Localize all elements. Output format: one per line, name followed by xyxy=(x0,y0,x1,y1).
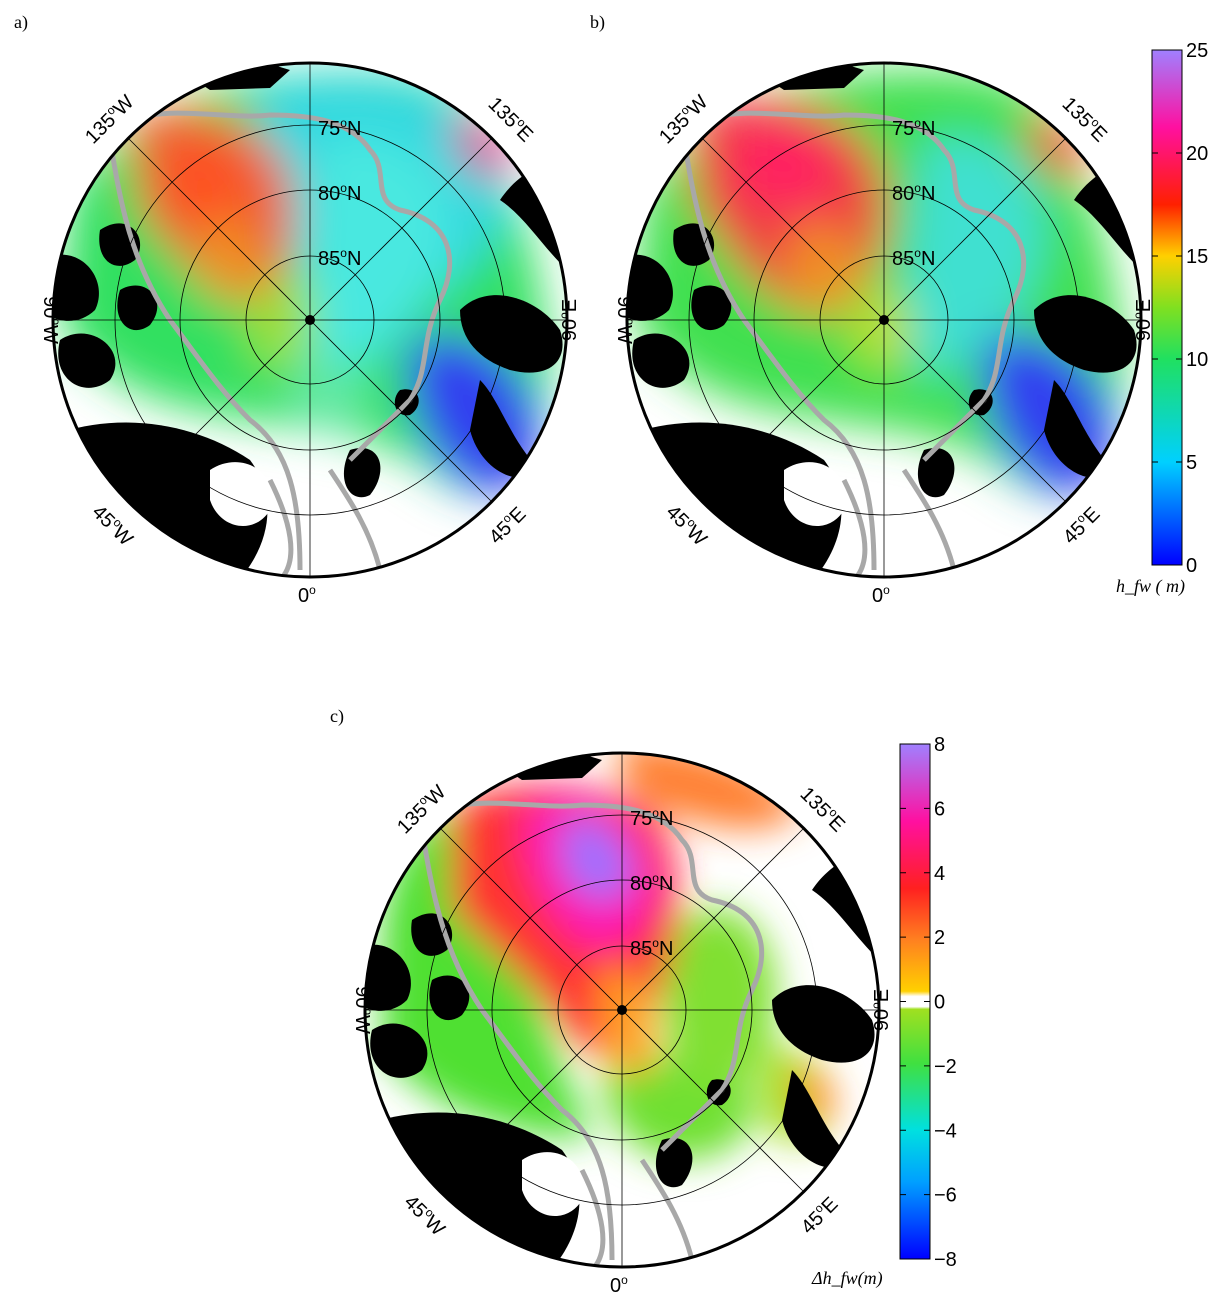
map-panel-b: 75oN 80oN 85oN 0o 90oW 90oE 135oW 135oE … xyxy=(613,61,1154,607)
lat-label-85-c: 85oN xyxy=(630,936,673,960)
lon-label-45e-c: 45oE xyxy=(796,1192,843,1239)
lon-label-45w-a: 45oW xyxy=(88,500,139,551)
lat-label-80-b: 80oN xyxy=(892,181,935,205)
colorbar-bottom-tick-label: −6 xyxy=(934,1185,957,1207)
lon-label-45w-c: 45oW xyxy=(400,1190,451,1241)
colorbar-bottom: −8 −6 −4 −2 0 2 4 6 8 xyxy=(899,734,957,1271)
lat-label-75-c: 75oN xyxy=(630,806,673,830)
colorbar-bottom-tick-label: −8 xyxy=(934,1249,957,1271)
colorbar-bottom-tick-label: 6 xyxy=(934,798,945,820)
colorbar-top-ticks: 0 5 10 15 20 25 xyxy=(1152,40,1208,577)
colorbar-top-label: h_fw ( m) xyxy=(1116,576,1185,596)
colorbar-bottom-label: Δh_fw(m) xyxy=(812,1268,883,1288)
map-panel-a: 75oN 80oN 85oN 0o 90oW 90oE 135oW 135oE … xyxy=(39,61,581,607)
north-pole-c xyxy=(617,1005,627,1015)
colorbar-bottom-tick-label: −4 xyxy=(934,1120,957,1142)
map-boundary-b xyxy=(625,61,1143,579)
panel-label-c: c) xyxy=(330,706,344,726)
lon-label-90e-a: 90oE xyxy=(557,299,581,341)
panel-label-b: b) xyxy=(590,12,605,32)
lat-label-80-c: 80oN xyxy=(630,871,673,895)
lat-label-75-a: 75oN xyxy=(318,116,361,140)
lon-label-90w-a: 90oW xyxy=(39,296,63,344)
colorbar-top-tick-label: 25 xyxy=(1186,40,1208,62)
colorbar-top: 0 5 10 15 20 25 xyxy=(1151,40,1208,577)
north-pole-a xyxy=(305,315,315,325)
lon-label-90w-b: 90oW xyxy=(613,296,637,344)
lat-label-75-b: 75oN xyxy=(892,116,935,140)
colorbar-bottom-tick-label: 0 xyxy=(934,992,945,1014)
lon-label-90e-b: 90oE xyxy=(1131,299,1154,341)
colorbar-top-tick-label: 0 xyxy=(1186,555,1197,577)
north-pole-b xyxy=(879,315,889,325)
lat-label-85-b: 85oN xyxy=(892,246,935,270)
lon-label-0-c: 0o xyxy=(610,1273,628,1297)
lon-label-0-a: 0o xyxy=(298,583,316,607)
lon-label-45e-b: 45oE xyxy=(1058,502,1105,549)
lon-label-45e-a: 45oE xyxy=(484,502,531,549)
colorbar-bottom-tick-label: 2 xyxy=(934,927,945,949)
lon-label-90w-c: 90oW xyxy=(351,986,375,1034)
colorbar-bottom-tick-label: 4 xyxy=(934,863,945,885)
colorbar-bottom-tick-label: 8 xyxy=(934,734,945,756)
lon-label-0-b: 0o xyxy=(872,583,890,607)
colorbar-bottom-tick-label: −2 xyxy=(934,1056,957,1078)
map-boundary-c xyxy=(363,751,881,1269)
colorbar-top-tick-label: 15 xyxy=(1186,246,1208,268)
colorbar-top-scale xyxy=(1151,49,1183,566)
map-panel-c: 75oN 80oN 85oN 0o 90oW 90oE 135oW 135oE … xyxy=(351,751,893,1297)
lat-label-80-a: 80oN xyxy=(318,181,361,205)
colorbar-top-tick-label: 20 xyxy=(1186,143,1208,165)
lon-label-45w-b: 45oW xyxy=(662,500,713,551)
panel-label-a: a) xyxy=(14,12,28,32)
lat-label-85-a: 85oN xyxy=(318,246,361,270)
lon-label-90e-c: 90oE xyxy=(869,989,893,1031)
colorbar-bottom-ticks: −8 −6 −4 −2 0 2 4 6 8 xyxy=(900,734,957,1271)
colorbar-top-tick-label: 5 xyxy=(1186,452,1197,474)
map-boundary-a xyxy=(51,61,569,579)
colorbar-top-tick-label: 10 xyxy=(1186,349,1208,371)
isobath-b xyxy=(642,110,1027,577)
